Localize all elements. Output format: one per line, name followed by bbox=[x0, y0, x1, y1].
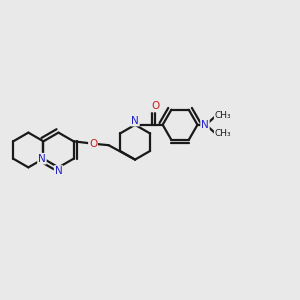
Text: CH₃: CH₃ bbox=[215, 129, 231, 138]
Text: O: O bbox=[151, 101, 160, 112]
Text: CH₃: CH₃ bbox=[215, 111, 231, 120]
Text: N: N bbox=[131, 116, 139, 126]
Text: N: N bbox=[55, 166, 62, 176]
Text: N: N bbox=[38, 154, 46, 164]
Text: O: O bbox=[89, 139, 97, 149]
Text: N: N bbox=[201, 120, 209, 130]
